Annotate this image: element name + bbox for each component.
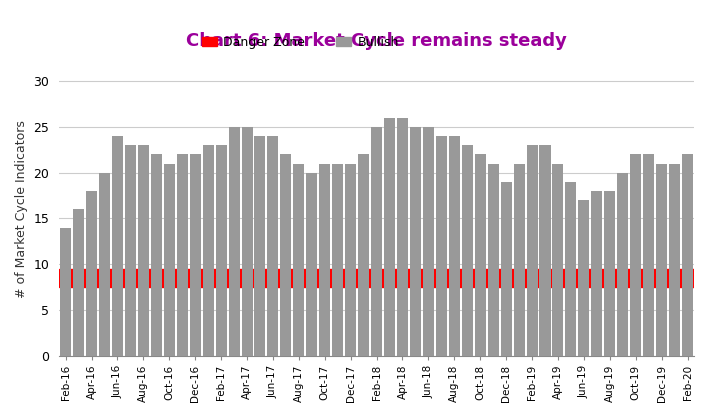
Bar xyxy=(513,163,525,356)
Bar xyxy=(656,163,667,356)
Bar xyxy=(397,118,408,356)
Bar xyxy=(436,136,447,356)
Bar xyxy=(177,154,188,356)
Bar xyxy=(475,154,486,356)
Bar xyxy=(682,154,693,356)
Bar xyxy=(112,136,123,356)
Bar xyxy=(630,154,641,356)
Bar xyxy=(228,127,240,356)
Bar xyxy=(358,154,369,356)
Bar xyxy=(488,163,498,356)
Bar xyxy=(203,145,213,356)
Legend: Danger Zone, Bullish: Danger Zone, Bullish xyxy=(197,31,404,54)
Bar xyxy=(306,173,318,356)
Bar xyxy=(59,269,694,287)
Bar xyxy=(371,127,382,356)
Bar xyxy=(410,127,421,356)
Bar xyxy=(423,127,434,356)
Bar xyxy=(591,191,603,356)
Bar xyxy=(164,163,175,356)
Bar xyxy=(565,182,576,356)
Bar xyxy=(643,154,654,356)
Bar xyxy=(73,209,84,356)
Bar xyxy=(669,163,680,356)
Bar xyxy=(501,182,512,356)
Bar xyxy=(242,127,252,356)
Bar xyxy=(99,173,110,356)
Bar xyxy=(151,154,162,356)
Bar xyxy=(294,163,304,356)
Bar xyxy=(462,145,473,356)
Title: Chart 6: Market Cycle remains steady: Chart 6: Market Cycle remains steady xyxy=(186,33,567,50)
Bar xyxy=(216,145,227,356)
Bar xyxy=(540,145,550,356)
Bar xyxy=(138,145,149,356)
Bar xyxy=(319,163,330,356)
Y-axis label: # of Market Cycle Indicators: # of Market Cycle Indicators xyxy=(15,121,28,298)
Bar xyxy=(190,154,201,356)
Bar xyxy=(618,173,628,356)
Bar xyxy=(449,136,460,356)
Bar xyxy=(345,163,356,356)
Bar xyxy=(267,136,279,356)
Bar xyxy=(579,200,589,356)
Bar xyxy=(552,163,564,356)
Bar xyxy=(333,163,343,356)
Bar xyxy=(86,191,97,356)
Bar xyxy=(255,136,265,356)
Bar xyxy=(280,154,291,356)
Bar xyxy=(604,191,615,356)
Bar xyxy=(60,228,71,356)
Bar xyxy=(125,145,136,356)
Bar xyxy=(384,118,395,356)
Bar xyxy=(527,145,537,356)
